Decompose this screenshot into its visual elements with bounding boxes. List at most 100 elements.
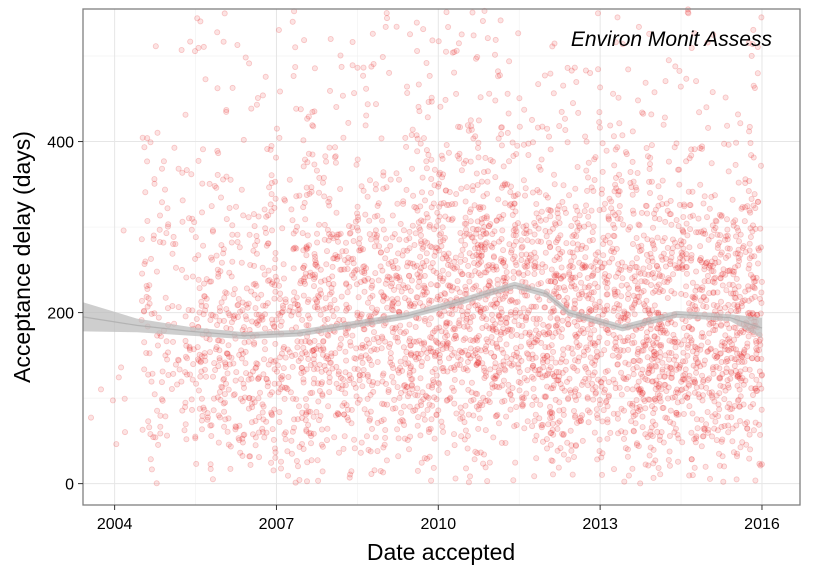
data-point xyxy=(642,342,649,349)
data-point xyxy=(214,147,221,154)
data-point xyxy=(693,229,700,236)
data-point xyxy=(702,463,709,470)
data-point xyxy=(594,414,601,421)
data-point xyxy=(387,340,394,347)
data-point xyxy=(276,380,283,387)
data-point xyxy=(196,285,203,292)
data-point xyxy=(172,240,179,247)
data-point xyxy=(286,307,293,314)
data-point xyxy=(565,395,572,402)
data-point xyxy=(560,182,567,189)
data-point xyxy=(363,265,370,272)
data-point xyxy=(147,255,154,262)
data-point xyxy=(708,233,715,240)
data-point xyxy=(745,283,752,290)
data-point xyxy=(491,51,498,58)
data-point xyxy=(157,412,164,419)
data-point xyxy=(255,395,262,402)
data-point xyxy=(496,369,503,376)
data-point xyxy=(323,305,330,312)
data-point xyxy=(247,371,254,378)
data-point xyxy=(657,433,664,440)
data-point xyxy=(331,434,338,441)
data-point xyxy=(188,406,195,413)
data-point xyxy=(333,380,340,387)
data-point xyxy=(615,209,622,216)
data-point xyxy=(303,351,310,358)
data-point xyxy=(389,234,396,241)
data-point xyxy=(241,394,248,401)
data-point xyxy=(475,139,482,146)
data-point xyxy=(198,209,205,216)
data-point xyxy=(558,108,565,115)
data-point xyxy=(246,394,253,401)
data-point xyxy=(406,300,413,307)
data-point xyxy=(733,139,740,146)
data-point xyxy=(165,221,172,228)
data-point xyxy=(265,267,272,274)
data-point xyxy=(224,350,231,357)
data-point xyxy=(220,176,227,183)
data-point xyxy=(256,317,263,324)
data-point xyxy=(144,135,151,142)
data-point xyxy=(394,275,401,282)
data-point xyxy=(265,212,272,219)
data-point xyxy=(271,295,278,302)
data-point xyxy=(388,306,395,313)
data-point xyxy=(345,417,352,424)
data-point xyxy=(618,391,625,398)
data-point xyxy=(400,418,407,425)
data-point xyxy=(651,355,658,362)
data-point xyxy=(402,360,409,367)
data-point xyxy=(646,165,653,172)
data-point xyxy=(486,390,493,397)
data-point xyxy=(457,404,464,411)
data-point xyxy=(449,384,456,391)
data-point xyxy=(188,396,195,403)
data-point xyxy=(344,289,351,296)
data-point xyxy=(683,332,690,339)
data-point xyxy=(458,349,465,356)
data-point xyxy=(580,330,587,337)
data-point xyxy=(406,272,413,279)
data-point xyxy=(400,247,407,254)
data-point xyxy=(754,355,761,362)
data-point xyxy=(563,358,570,365)
data-point xyxy=(375,277,382,284)
data-point xyxy=(440,364,447,371)
data-point xyxy=(522,192,529,199)
data-point xyxy=(192,435,199,442)
data-point xyxy=(312,261,319,268)
data-point xyxy=(519,395,526,402)
data-point xyxy=(715,241,722,248)
data-point xyxy=(384,401,391,408)
data-point xyxy=(688,152,695,159)
data-point xyxy=(267,357,274,364)
data-point xyxy=(434,347,441,354)
data-point xyxy=(726,281,733,288)
data-point xyxy=(592,280,599,287)
data-point xyxy=(225,441,232,448)
data-point xyxy=(599,418,606,425)
data-point xyxy=(451,376,458,383)
data-point xyxy=(395,176,402,183)
data-point xyxy=(566,375,573,382)
data-point xyxy=(305,113,312,120)
data-point xyxy=(429,382,436,389)
data-point xyxy=(236,422,243,429)
data-point xyxy=(737,120,744,127)
data-point xyxy=(262,229,269,236)
data-point xyxy=(280,343,287,350)
data-point xyxy=(698,228,705,235)
data-point xyxy=(212,313,219,320)
data-point xyxy=(317,287,324,294)
data-point xyxy=(447,394,454,401)
data-point xyxy=(335,411,342,418)
data-point xyxy=(634,293,641,300)
data-point xyxy=(326,202,333,209)
data-point xyxy=(555,369,562,376)
data-point xyxy=(302,216,309,223)
data-point xyxy=(423,258,430,265)
data-point xyxy=(755,260,762,267)
data-point xyxy=(528,303,535,310)
